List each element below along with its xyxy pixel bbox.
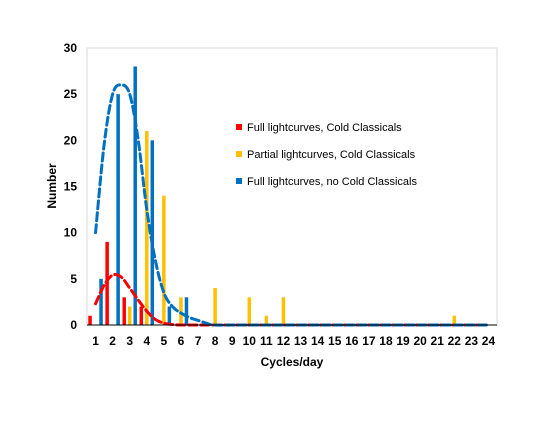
x-tick-label: 2: [109, 334, 116, 348]
bar: [99, 278, 103, 325]
bar: [127, 306, 132, 325]
bar: [264, 315, 269, 325]
bar: [145, 131, 149, 325]
y-tick-label: 10: [64, 226, 78, 240]
bar: [179, 297, 183, 325]
x-tick-label: 1: [92, 334, 99, 348]
x-tick-label: 23: [465, 334, 479, 348]
x-tick-label: 3: [126, 334, 133, 348]
x-tick-label: 12: [277, 334, 291, 348]
y-tick-label: 25: [64, 87, 78, 101]
x-tick-label: 22: [448, 334, 462, 348]
bar: [88, 315, 92, 325]
x-tick-label: 7: [195, 334, 202, 348]
legend-label: Full lightcurves, Cold Classicals: [247, 122, 402, 134]
x-axis-title: Cycles/day: [261, 355, 324, 369]
x-tick-label: 11: [260, 334, 273, 348]
legend-label: Partial lightcurves, Cold Classicals: [247, 149, 416, 161]
x-tick-label: 9: [229, 334, 236, 348]
x-tick-label: 18: [379, 334, 393, 348]
bar: [184, 297, 189, 325]
legend-swatch: [236, 151, 242, 157]
legend-swatch: [236, 178, 242, 184]
bar: [133, 66, 137, 325]
x-tick-label: 6: [178, 334, 185, 348]
x-tick-label: 19: [396, 334, 410, 348]
legend-label: Full lightcurves, no Cold Classicals: [247, 176, 417, 188]
y-tick-label: 5: [70, 272, 77, 286]
y-tick-label: 0: [70, 318, 77, 332]
x-tick-label: 20: [413, 334, 427, 348]
legend-swatch: [236, 124, 242, 130]
x-tick-labels: 1 2 3 4 5 6 7 8 9 10 11 12 13 14 15 16 17 18 19 20 21 22 23 24: [92, 334, 495, 348]
bar: [452, 315, 457, 325]
bar: [139, 306, 144, 325]
bar: [116, 94, 120, 325]
bar: [281, 297, 286, 325]
x-tick-label: 5: [161, 334, 168, 348]
bar: [247, 297, 252, 325]
x-tick-label: 10: [243, 334, 257, 348]
x-tick-label: 15: [328, 334, 342, 348]
bar: [122, 297, 126, 325]
y-tick-labels: 0 5 10 15 20 25 30: [64, 41, 78, 332]
y-axis-title: Number: [45, 163, 59, 209]
bar: [150, 140, 155, 325]
x-tick-label: 8: [212, 334, 219, 348]
x-tick-label: 21: [431, 334, 445, 348]
y-tick-label: 20: [64, 133, 78, 147]
x-tick-label: 16: [345, 334, 359, 348]
x-tick-label: 4: [143, 334, 150, 348]
x-tick-label: 14: [311, 334, 325, 348]
y-tick-label: 15: [64, 180, 78, 194]
x-tick-label: 24: [482, 334, 496, 348]
legend: Full lightcurves, Cold Classicals Partial…: [236, 122, 417, 188]
bars-layer: [88, 66, 457, 325]
bar: [105, 241, 109, 325]
x-tick-label: 13: [294, 334, 308, 348]
bar: [162, 195, 166, 325]
bar: [213, 288, 217, 325]
y-tick-label: 30: [64, 41, 78, 55]
x-tick-label: 17: [362, 334, 376, 348]
bar: [167, 306, 172, 325]
